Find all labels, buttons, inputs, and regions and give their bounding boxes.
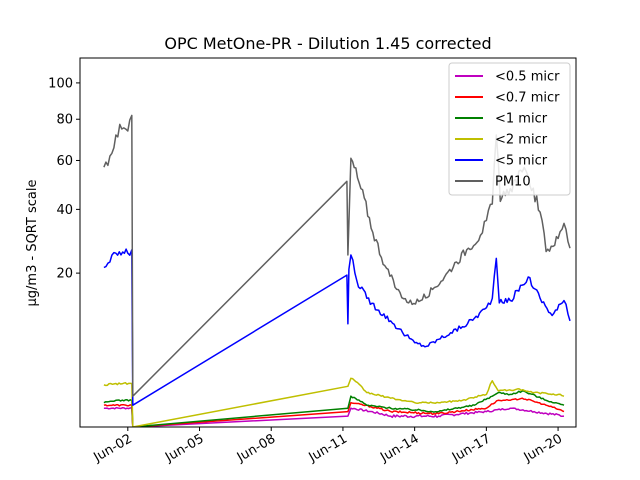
chart-title: OPC MetOne-PR - Dilution 1.45 corrected xyxy=(164,34,491,53)
axes-frame xyxy=(79,57,577,428)
series-line xyxy=(103,406,565,427)
y-tick-label: 20 xyxy=(56,267,73,282)
series-line xyxy=(103,248,571,406)
y-tick-label: 80 xyxy=(56,113,73,128)
series-line xyxy=(103,377,565,427)
legend-label: <1 micr xyxy=(495,112,548,127)
series-line xyxy=(103,390,565,427)
y-axis: 20 40 60 80 100 xyxy=(48,76,80,282)
legend-label: <2 micr xyxy=(495,133,548,148)
legend-label: <0.7 micr xyxy=(495,91,560,106)
y-tick-label: 100 xyxy=(48,76,73,91)
y-tick-label: 40 xyxy=(56,203,73,218)
y-axis-label: µg/m3 - SQRT scale xyxy=(25,180,40,307)
legend-label: <0.5 micr xyxy=(495,70,560,85)
legend-label: PM10 xyxy=(495,175,531,190)
legend-label: <5 micr xyxy=(495,154,548,169)
legend: <0.5 micr <0.7 micr <1 micr <2 micr <5 micr P… xyxy=(448,62,571,196)
y-tick-label: 60 xyxy=(56,154,73,169)
series-line xyxy=(103,397,565,427)
